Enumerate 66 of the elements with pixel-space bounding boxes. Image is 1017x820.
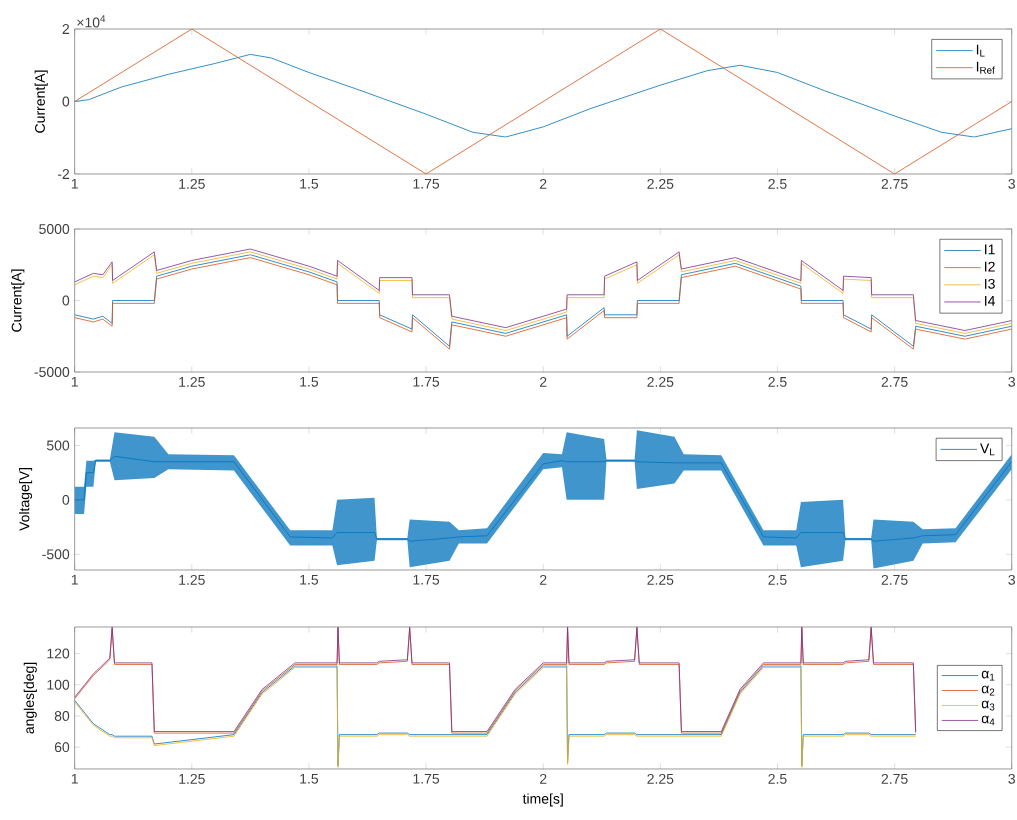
legend-label: I$_{Ref}$: [976, 61, 995, 74]
x-tick-label: 2.75: [881, 773, 908, 784]
y-tick-label: 80: [54, 710, 70, 721]
text: ×10$^{4}$: [77, 15, 106, 28]
y-tick-label: 0: [62, 494, 70, 505]
x-tick-label: 2.25: [647, 178, 674, 189]
x-tick-label: 2: [540, 376, 547, 387]
x-tick-label: 3: [1008, 178, 1016, 189]
legend-label: I$_{L}$: [976, 44, 985, 57]
x-tick-label: 2.75: [881, 178, 908, 189]
x-tick-label: 1.25: [179, 178, 205, 189]
y-tick-label: -500: [42, 549, 70, 560]
x-tick-label: 1.25: [179, 773, 205, 784]
x-tick-label: 1.75: [413, 574, 440, 585]
legend-label: I3: [985, 278, 995, 289]
y-tick-label: -5000: [34, 367, 70, 377]
y-tick-label: 60: [54, 742, 70, 753]
x-tick-label: 2.5: [768, 574, 787, 585]
y-tick-label: 500: [46, 440, 70, 451]
legend-label: I4: [985, 296, 996, 306]
legend-label: α$_{4}$: [981, 715, 995, 726]
x-tick-label: 1.75: [413, 773, 440, 784]
y-tick-label: 120: [47, 648, 70, 659]
y-tick-label: 0: [62, 295, 70, 306]
y-axis-title: Current[A]: [11, 269, 25, 332]
legend-label: α$_{1}$: [981, 670, 995, 681]
x-tick-label: 2.5: [768, 773, 787, 784]
y-tick-label: 100: [47, 679, 70, 690]
x-tick-label: 2: [540, 574, 547, 585]
x-tick-label: 2.5: [768, 376, 787, 387]
x-tick-label: 1.5: [300, 574, 319, 585]
x-tick-label: 2.25: [647, 574, 674, 585]
y-axis-title: Current[A]: [34, 70, 48, 133]
x-tick-label: 1.25: [179, 376, 205, 387]
x-tick-label: 2: [540, 773, 547, 784]
x-tick-label: 1: [71, 773, 78, 784]
x-tick-label: 1.5: [300, 178, 319, 189]
y-tick-label: 0: [62, 96, 70, 107]
x-tick-label: 2.5: [768, 178, 787, 189]
y-axis-title: angles[deg]: [23, 662, 37, 734]
x-tick-label: 1.25: [179, 574, 205, 585]
x-axis-title: time[s]: [522, 793, 563, 807]
x-tick-label: 1.5: [300, 376, 319, 387]
x-tick-label: 2: [540, 178, 547, 189]
legend-label: α$_{2}$: [981, 685, 995, 696]
x-tick-label: 2.25: [647, 376, 674, 387]
y-tick-label: 5000: [39, 224, 70, 234]
x-tick-label: 1.5: [300, 773, 319, 784]
x-tick-label: 3: [1008, 773, 1016, 784]
x-tick-label: 2.25: [647, 773, 674, 784]
x-tick-label: 2.75: [881, 376, 908, 387]
x-tick-label: 1: [71, 574, 78, 585]
y-tick-label: 2: [62, 24, 70, 34]
legend-label: I1: [985, 244, 995, 255]
legend-label: I2: [985, 261, 995, 272]
x-tick-label: 1: [71, 178, 78, 189]
x-tick-label: 1.75: [413, 178, 440, 189]
x-tick-label: 3: [1008, 376, 1016, 387]
y-axis-title: Voltage[V]: [19, 468, 33, 531]
x-tick-label: 2.75: [881, 574, 908, 585]
x-tick-label: 3: [1008, 574, 1016, 585]
x-tick-label: 1: [71, 376, 78, 387]
legend-label: V$_{L}$: [980, 443, 995, 456]
x-tick-label: 1.75: [413, 376, 440, 387]
y-tick-label: -2: [57, 169, 70, 179]
legend-label: α$_{3}$: [981, 700, 995, 711]
